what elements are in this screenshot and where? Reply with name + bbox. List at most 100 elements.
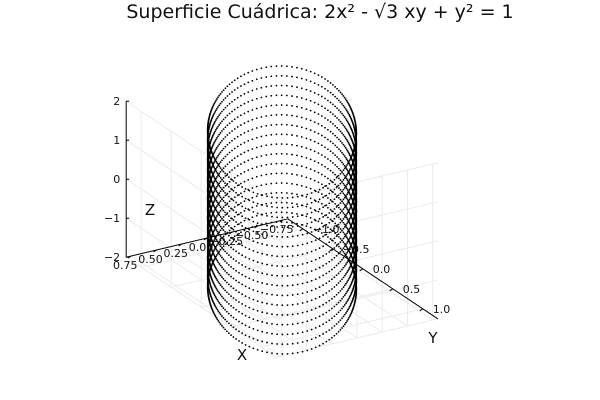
data-point — [301, 214, 304, 217]
data-point — [224, 250, 226, 253]
data-point — [231, 169, 233, 171]
data-point — [225, 291, 228, 294]
data-point — [265, 222, 268, 225]
data-point — [256, 241, 259, 244]
data-point — [348, 268, 350, 271]
data-point — [296, 183, 298, 186]
data-point — [331, 219, 333, 222]
data-point — [306, 271, 309, 274]
data-point — [296, 144, 298, 147]
data-point — [305, 205, 308, 208]
data-point — [291, 192, 293, 195]
data-point — [217, 241, 220, 244]
data-point — [271, 303, 273, 306]
data-point — [350, 234, 352, 237]
data-point — [335, 206, 338, 208]
x-tick-label: −0.50 — [235, 229, 269, 242]
ticks-layer: −0.75−0.50−0.250.000.250.500.75−1.0−0.50… — [104, 95, 450, 316]
data-point — [230, 246, 232, 249]
x-tick-label: 0.75 — [113, 259, 138, 272]
data-point — [349, 154, 351, 157]
data-point — [222, 248, 225, 251]
data-point — [281, 197, 284, 199]
data-point — [275, 74, 278, 77]
data-point — [225, 281, 228, 284]
data-point — [280, 191, 283, 194]
data-point — [291, 221, 293, 224]
data-point — [219, 112, 222, 115]
data-point — [341, 278, 343, 281]
data-point — [230, 256, 232, 258]
data-point — [230, 285, 232, 288]
data-point — [343, 245, 346, 248]
data-point — [260, 135, 263, 138]
data-point — [213, 112, 216, 115]
data-point — [243, 161, 246, 164]
data-point — [329, 218, 332, 221]
data-point — [349, 236, 352, 238]
z-tick-label: −1 — [104, 212, 120, 225]
data-point — [325, 340, 328, 343]
data-point — [329, 140, 332, 143]
data-point — [331, 210, 333, 212]
data-point — [252, 249, 255, 252]
data-point — [314, 209, 317, 212]
data-point — [216, 191, 219, 194]
data-point — [209, 234, 212, 237]
data-point — [346, 261, 348, 264]
data-point — [343, 235, 346, 238]
data-point — [285, 143, 288, 146]
data-point — [255, 214, 258, 217]
data-point — [241, 332, 244, 335]
data-point — [222, 176, 225, 179]
data-point — [331, 317, 333, 320]
data-point — [291, 313, 294, 316]
data-point — [348, 169, 351, 172]
data-point — [337, 272, 340, 275]
data-point — [329, 199, 332, 201]
data-point — [238, 213, 240, 216]
data-point — [335, 264, 338, 267]
data-point — [342, 237, 345, 240]
data-point — [260, 155, 263, 157]
data-point — [222, 225, 225, 228]
data-point — [280, 104, 283, 106]
data-point — [216, 254, 218, 256]
data-point — [222, 199, 225, 202]
data-point — [320, 193, 323, 195]
data-point — [350, 263, 352, 266]
data-point — [328, 231, 331, 234]
data-point — [241, 225, 244, 227]
data-point — [341, 229, 343, 232]
data-point — [240, 75, 242, 78]
data-point — [305, 98, 308, 101]
data-point — [270, 163, 273, 165]
data-point — [338, 245, 340, 248]
data-point — [217, 183, 220, 186]
data-point — [212, 194, 215, 197]
data-point — [213, 248, 216, 251]
data-point — [271, 342, 273, 345]
data-point — [219, 151, 222, 154]
data-point — [218, 165, 221, 168]
data-point — [216, 234, 218, 237]
data-point — [244, 275, 247, 278]
data-point — [349, 232, 351, 235]
data-point — [348, 198, 351, 201]
data-point — [261, 350, 264, 353]
data-point — [228, 141, 231, 144]
data-point — [345, 165, 347, 168]
data-point — [213, 185, 215, 188]
data-point — [345, 158, 348, 161]
data-point — [343, 304, 346, 306]
data-point — [221, 120, 223, 123]
data-point — [291, 114, 293, 117]
data-point — [345, 187, 348, 190]
data-point — [228, 200, 231, 203]
data-point — [222, 157, 225, 160]
data-point — [221, 276, 223, 278]
data-point — [219, 131, 222, 134]
data-point — [222, 245, 225, 248]
x-axis-label: X — [237, 346, 247, 364]
data-point — [310, 318, 313, 321]
